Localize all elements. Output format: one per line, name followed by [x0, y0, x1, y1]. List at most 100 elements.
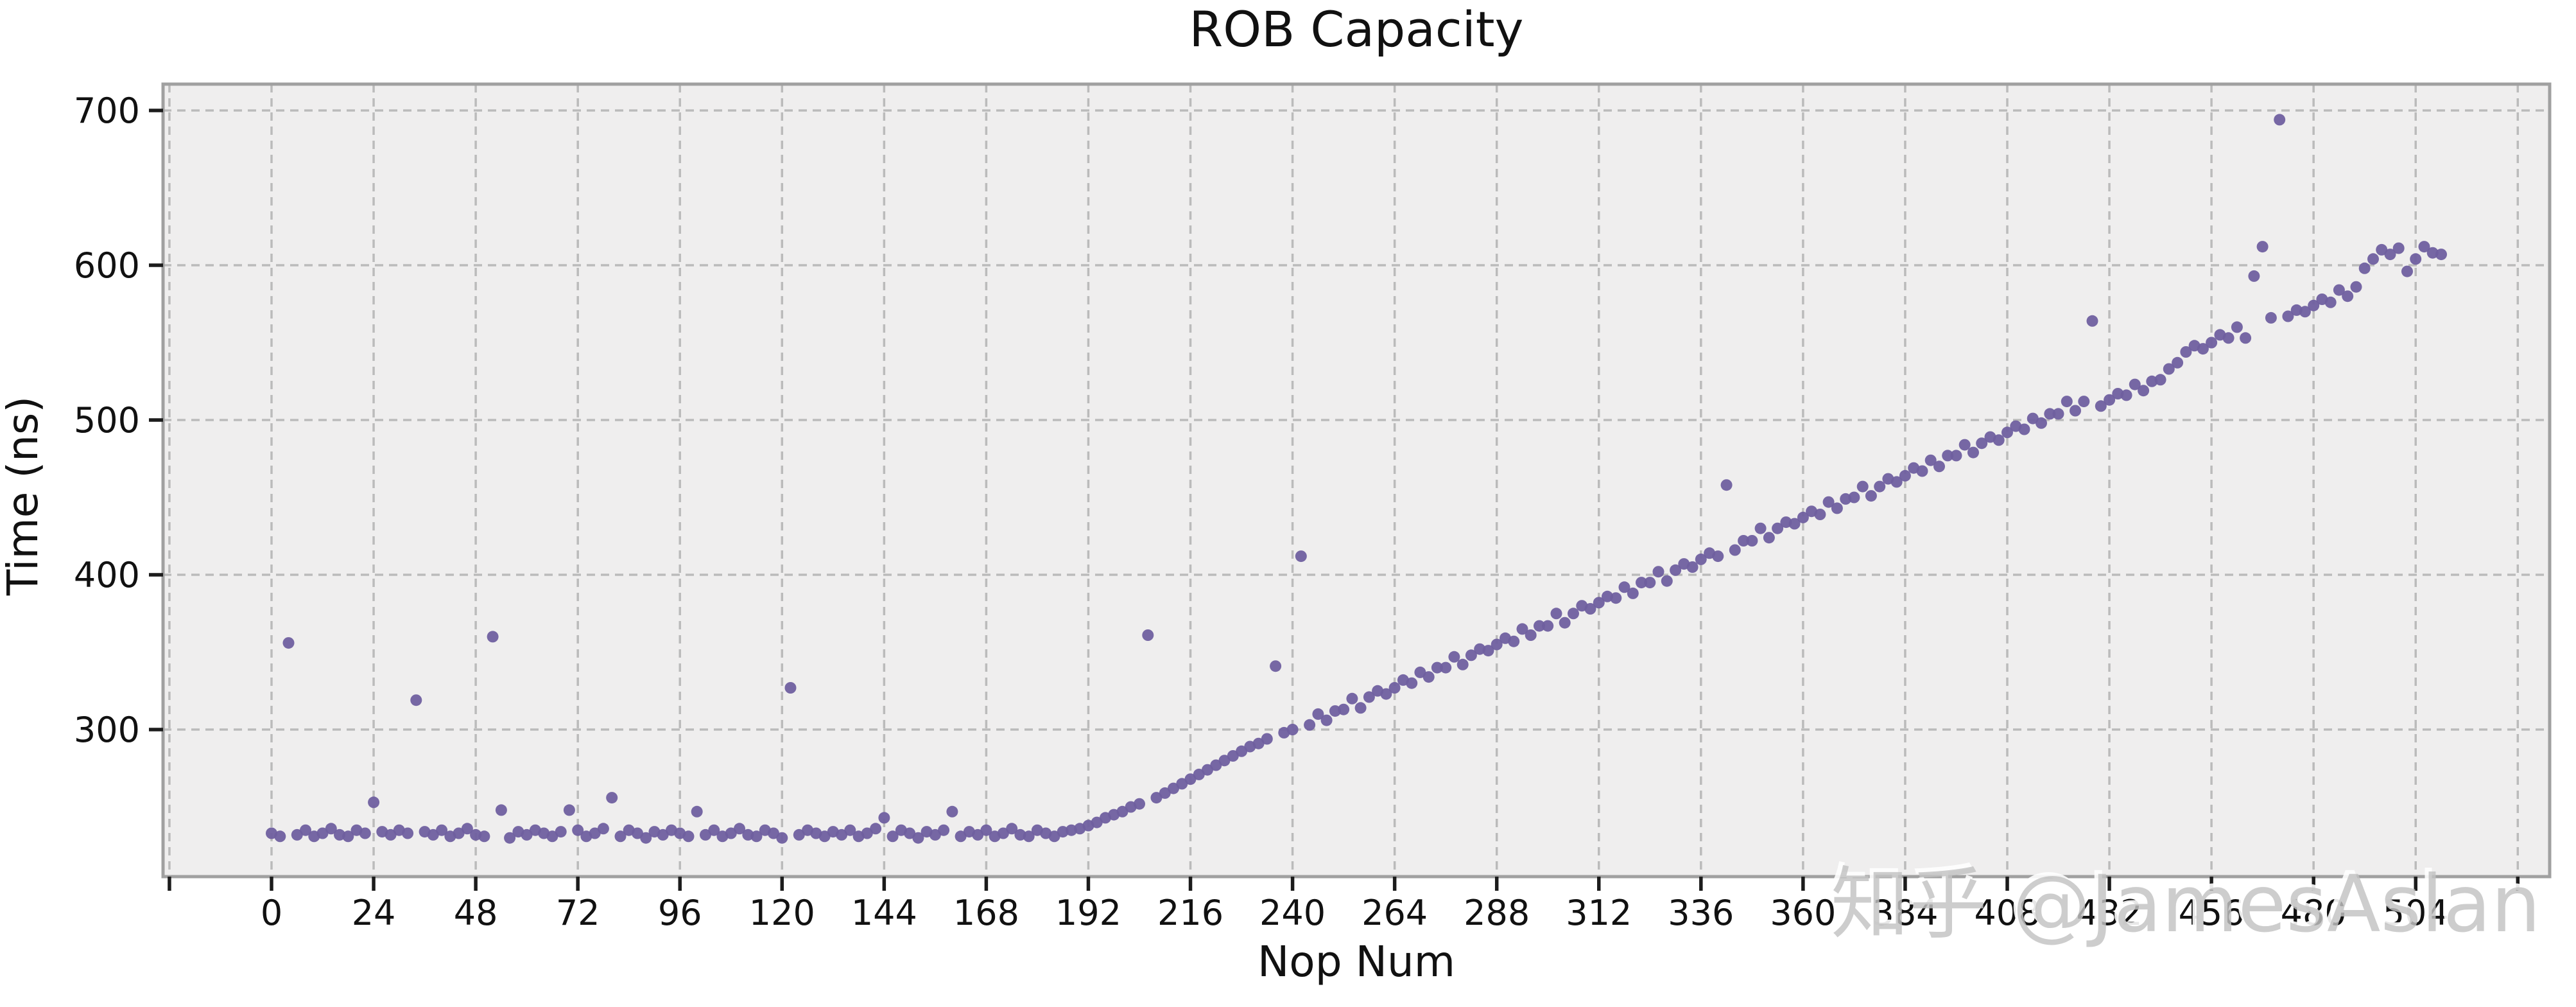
- y-tick-label-600: 600: [74, 245, 140, 286]
- scatter-point: [1899, 469, 1911, 482]
- scatter-point: [1227, 750, 1239, 762]
- scatter-point: [2358, 262, 2371, 274]
- scatter-point: [1150, 792, 1163, 804]
- scatter-point: [1270, 660, 1282, 672]
- scatter-point: [2206, 337, 2218, 349]
- x-tick-label-312: 312: [1566, 893, 1632, 933]
- scatter-point: [1218, 755, 1231, 767]
- scatter-point: [1184, 773, 1197, 785]
- scatter-point: [1363, 691, 1375, 703]
- scatter-point: [1048, 830, 1060, 843]
- scatter-point: [640, 832, 652, 844]
- scatter-point: [997, 827, 1009, 839]
- scatter-point: [1176, 778, 1188, 790]
- scatter-point: [470, 828, 482, 841]
- scatter-point: [904, 827, 916, 839]
- scatter-point: [1568, 608, 1579, 620]
- scatter-point: [1661, 575, 1673, 587]
- scatter-point: [1261, 733, 1273, 745]
- scatter-point: [1474, 643, 1486, 655]
- scatter-point: [844, 824, 856, 836]
- scatter-point: [682, 830, 695, 843]
- scatter-point: [2197, 343, 2209, 355]
- scatter-point: [1406, 677, 1418, 689]
- watermark: 知乎 @JamesAslan: [1831, 859, 2541, 950]
- scatter-point: [478, 830, 490, 843]
- scatter-point: [1865, 490, 1877, 502]
- scatter-point: [734, 823, 745, 835]
- scatter-point: [1636, 577, 1647, 589]
- scatter-point: [946, 805, 958, 818]
- scatter-point: [2350, 281, 2362, 293]
- scatter-point: [818, 830, 831, 843]
- scatter-point: [1593, 597, 1605, 609]
- scatter-point: [657, 828, 669, 841]
- y-tick-label-700: 700: [74, 91, 140, 131]
- x-tick-label-384: 384: [1872, 893, 1938, 933]
- scatter-point: [1202, 764, 1213, 776]
- x-tick-label-0: 0: [261, 893, 282, 933]
- scatter-point: [1542, 620, 1554, 632]
- x-tick-label-72: 72: [556, 893, 600, 933]
- scatter-point: [1686, 561, 1699, 573]
- scatter-point: [2086, 315, 2098, 327]
- scatter-point: [1924, 454, 1937, 466]
- scatter-point: [1890, 476, 1903, 488]
- scatter-point: [1252, 737, 1265, 749]
- x-tick-label-240: 240: [1259, 893, 1326, 933]
- scatter-point: [402, 827, 414, 839]
- scatter-point: [359, 827, 371, 839]
- scatter-point: [521, 828, 533, 841]
- scatter-point: [300, 824, 311, 836]
- y-tick-labels: 300 400 500 600 700: [74, 91, 140, 750]
- scatter-point: [1644, 577, 1656, 589]
- scatter-point: [1754, 522, 1767, 534]
- scatter-point: [700, 828, 711, 841]
- scatter-point: [2435, 249, 2447, 261]
- scatter-point: [2240, 332, 2252, 344]
- watermark-shadow: 知乎 @JamesAslan: [1827, 855, 2537, 946]
- scatter-point: [1584, 603, 1596, 615]
- scatter-point: [1916, 465, 1928, 477]
- scatter-point: [1482, 645, 1494, 657]
- scatter-point: [836, 828, 848, 841]
- scatter-point: [870, 823, 882, 835]
- scatter-point: [2308, 299, 2320, 311]
- scatter-point: [2392, 242, 2405, 254]
- scatter-point: [1738, 535, 1750, 547]
- scatter-point: [861, 827, 873, 839]
- scatter-point: [768, 827, 779, 839]
- scatter-point: [274, 830, 286, 843]
- x-tick-label-48: 48: [454, 893, 498, 933]
- scatter-point: [2180, 346, 2192, 358]
- scatter-point: [1874, 480, 1886, 493]
- scatter-point: [1023, 830, 1035, 843]
- scatter-point: [1491, 638, 1503, 651]
- scatter-point: [955, 830, 967, 843]
- scatter-point: [1652, 566, 1664, 578]
- scatter-point: [878, 812, 890, 824]
- scatter-point: [555, 826, 567, 838]
- scatter-point: [1670, 564, 1682, 576]
- scatter-point: [2282, 310, 2294, 322]
- scatter-point: [2256, 241, 2269, 253]
- scatter-point: [929, 828, 941, 841]
- scatter-point: [1210, 759, 1222, 771]
- scatter-point: [2333, 284, 2345, 296]
- scatter-point: [1788, 518, 1801, 530]
- scatter-point: [2222, 332, 2235, 344]
- scatter-point: [2324, 296, 2337, 308]
- scatter-point: [282, 637, 295, 649]
- scatter-point: [410, 694, 422, 706]
- scatter-point: [776, 832, 788, 844]
- scatter-point: [2376, 243, 2388, 256]
- plot-area: [163, 84, 2550, 877]
- scatter-point: [436, 824, 448, 836]
- scatter-point: [2248, 270, 2260, 282]
- x-tick-label-120: 120: [749, 893, 815, 933]
- scatter-point: [750, 830, 763, 843]
- y-tick-label-500: 500: [74, 400, 140, 441]
- x-tick-label-96: 96: [658, 893, 702, 933]
- scatter-point: [606, 792, 618, 804]
- scatter-point: [2163, 363, 2175, 375]
